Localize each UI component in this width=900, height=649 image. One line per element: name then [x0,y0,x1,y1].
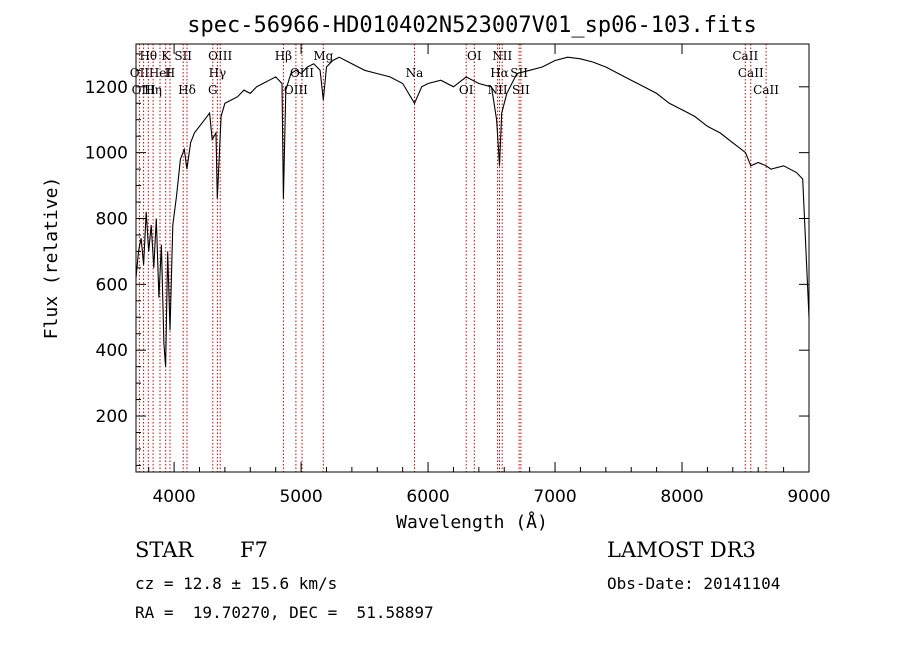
y-tick-label-3: 800 [96,209,128,229]
y-tick-label-0: 200 [96,407,128,427]
marker-label-7: H [165,66,175,80]
marker-label-25: CaII [738,66,764,80]
marker-label-20: NII [488,83,508,97]
marker-label-11: G [208,83,218,97]
marker-label-22: SII [510,66,528,80]
spectrum-line [135,56,810,367]
spectrum-series [135,56,810,367]
marker-label-0: Hθ [139,49,157,63]
marker-label-5: Hη [144,83,162,97]
marker-label-23: SII [512,83,530,97]
obs-date: Obs-Date: 20141104 [607,574,781,593]
x-axis-label: Wavelength (Å) [396,511,548,533]
marker-label-1: OII [130,66,150,80]
marker-label-17: OI [459,83,474,97]
x-tick-label-4: 8000 [660,487,703,507]
marker-label-21: NII [492,49,512,63]
y-axis-label: Flux (relative) [41,177,62,340]
marker-label-16: Na [406,66,424,80]
marker-label-15: Mg [313,49,333,63]
chart-title: spec-56966-HD010402N523007V01_sp06-103.f… [187,13,757,38]
marker-label-4: HeI [149,66,172,80]
y-tick-label-5: 1200 [85,78,128,98]
marker-label-9: OIII [208,49,232,63]
x-tick-label-3: 7000 [533,487,576,507]
x-tick-label-5: 9000 [787,487,830,507]
marker-label-12: Hβ [275,49,292,63]
object-class: STAR [135,538,194,562]
marker-label-10: Hγ [209,66,227,80]
marker-label-13: OIII [290,66,314,80]
survey-name: LAMOST DR3 [607,538,756,562]
x-tick-label-1: 5000 [279,487,322,507]
ra-dec: RA = 19.70270, DEC = 51.58897 [135,603,434,622]
marker-label-14: OIII [284,83,308,97]
marker-label-26: CaII [753,83,779,97]
y-tick-label-2: 600 [96,275,128,295]
spectrum-chart: spec-56966-HD010402N523007V01_sp06-103.f… [41,13,831,533]
marker-label-18: OI [467,49,482,63]
marker-lines [138,44,767,472]
x-tick-label-2: 6000 [406,487,449,507]
plot-frame [135,43,810,473]
marker-label-19: Hα [490,66,509,80]
marker-label-24: CaII [732,49,758,63]
marker-labels: Hθ OII OIII K HeI Hη SII HHδ OIII Hγ G Hβ OIII OIII Mg… [130,49,780,97]
marker-label-3: K [161,49,171,63]
marker-label-2: OIII [132,83,156,97]
marker-label-6: SII [174,49,192,63]
redshift-text: cz = 12.8 ± 15.6 km/s [135,574,338,593]
axis-ticks: 4000 5000 6000 7000 8000 9000 200 400 600 800 1000… [85,44,831,507]
y-tick-label-1: 400 [96,341,128,361]
marker-label-8: Hδ [178,83,196,97]
x-tick-label-0: 4000 [152,487,195,507]
y-tick-label-4: 1000 [85,144,128,164]
object-subclass: F7 [240,538,268,562]
